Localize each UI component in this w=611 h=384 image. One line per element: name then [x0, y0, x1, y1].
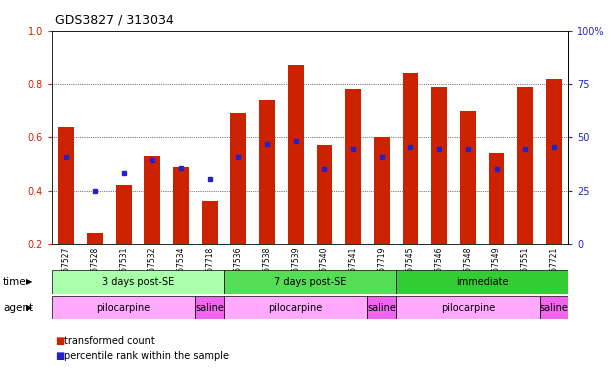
- Bar: [540, 296, 568, 319]
- Bar: [173, 167, 189, 244]
- Text: saline: saline: [367, 303, 396, 313]
- Bar: [396, 296, 540, 319]
- Bar: [52, 270, 224, 294]
- Text: pilocarpine: pilocarpine: [97, 303, 151, 313]
- Text: 3 days post-SE: 3 days post-SE: [102, 277, 174, 287]
- Text: saline: saline: [196, 303, 224, 313]
- Bar: [546, 79, 562, 244]
- Text: saline: saline: [540, 303, 568, 313]
- Bar: [367, 296, 396, 319]
- Bar: [52, 296, 196, 319]
- Bar: [345, 89, 361, 244]
- Text: ■: ■: [55, 351, 64, 361]
- Bar: [224, 296, 367, 319]
- Bar: [230, 113, 246, 244]
- Bar: [224, 270, 396, 294]
- Bar: [144, 156, 160, 244]
- Text: ▶: ▶: [26, 277, 33, 286]
- Text: pilocarpine: pilocarpine: [441, 303, 495, 313]
- Bar: [489, 153, 505, 244]
- Bar: [87, 233, 103, 244]
- Bar: [59, 127, 74, 244]
- Bar: [288, 65, 304, 244]
- Text: percentile rank within the sample: percentile rank within the sample: [64, 351, 229, 361]
- Text: GDS3827 / 313034: GDS3827 / 313034: [55, 13, 174, 26]
- Text: ■: ■: [55, 336, 64, 346]
- Text: transformed count: transformed count: [64, 336, 155, 346]
- Text: pilocarpine: pilocarpine: [269, 303, 323, 313]
- Bar: [518, 87, 533, 244]
- Bar: [115, 185, 131, 244]
- Text: immediate: immediate: [456, 277, 508, 287]
- Text: 7 days post-SE: 7 days post-SE: [274, 277, 346, 287]
- Bar: [460, 111, 476, 244]
- Text: time: time: [3, 277, 27, 287]
- Bar: [374, 137, 390, 244]
- Bar: [316, 145, 332, 244]
- Bar: [396, 270, 568, 294]
- Text: agent: agent: [3, 303, 33, 313]
- Text: ▶: ▶: [26, 303, 33, 312]
- Bar: [431, 87, 447, 244]
- Bar: [196, 296, 224, 319]
- Bar: [403, 73, 419, 244]
- Bar: [259, 100, 275, 244]
- Bar: [202, 201, 218, 244]
